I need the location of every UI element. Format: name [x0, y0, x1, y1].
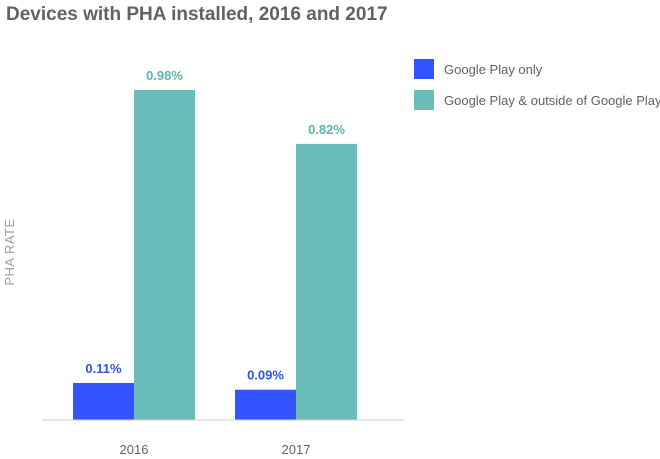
y-axis-label: PHA RATE: [2, 218, 17, 285]
legend: Google Play only Google Play & outside of…: [414, 58, 660, 120]
legend-swatch: [414, 90, 434, 110]
data-label-google-play-only-2017: 0.09%: [247, 368, 284, 383]
legend-label: Google Play & outside of Google Play: [444, 92, 660, 108]
data-label-google-play-and-outside-2016: 0.98%: [146, 68, 183, 83]
bar-google-play-only-2016: [73, 382, 134, 420]
bars-group: 0.11% 0.98% 0.09% 0.82%: [73, 68, 357, 420]
legend-item-google-play-and-outside: Google Play & outside of Google Play: [414, 89, 660, 111]
legend-swatch: [414, 59, 434, 79]
x-tick-2016: 2016: [120, 442, 149, 457]
bar-google-play-only-2017: [235, 389, 296, 420]
chart-title: Devices with PHA installed, 2016 and 201…: [6, 4, 388, 25]
x-tick-labels: 2016 2017: [120, 442, 311, 457]
bar-google-play-and-outside-2016: [134, 90, 195, 420]
bar-google-play-and-outside-2017: [296, 143, 357, 420]
data-label-google-play-and-outside-2017: 0.82%: [308, 122, 345, 137]
legend-item-google-play-only: Google Play only: [414, 58, 660, 80]
legend-label: Google Play only: [444, 61, 543, 77]
data-label-google-play-only-2016: 0.11%: [85, 361, 122, 376]
x-tick-2017: 2017: [282, 442, 311, 457]
